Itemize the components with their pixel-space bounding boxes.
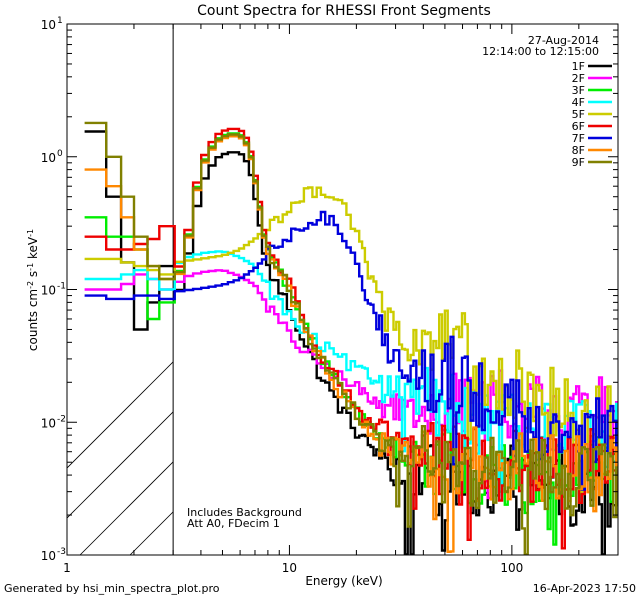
legend-label-7F: 7F [572,132,585,145]
legend-label-8F: 8F [572,144,585,157]
y-tick-label: 10 [41,416,56,430]
chart-title: Count Spectra for RHESSI Front Segments [197,3,491,19]
series-line-5F [84,186,618,494]
x-tick-label: 10 [282,561,297,575]
footer-timestamp: 16-Apr-2023 17:50 [532,582,636,595]
legend-label-3F: 3F [572,84,585,97]
legend-label-1F: 1F [572,60,585,73]
x-axis-label: Energy (keV) [305,574,382,588]
y-tick-label: 10 [41,284,56,298]
info-time-range: 12:14:00 to 12:15:00 [482,45,599,58]
legend-label-9F: 9F [572,156,585,169]
legend-label-4F: 4F [572,96,585,109]
y-tick-label: 10 [41,18,56,32]
y-tick-exponent: -3 [57,547,66,557]
hatch-line [630,24,640,555]
series-line-7F [84,210,618,491]
x-tick-label: 100 [500,561,523,575]
note-line: Att A0, FDecim 1 [187,517,280,530]
y-tick-exponent: 1 [57,16,63,26]
y-axis-label: counts cm-2 s-1 keV-1 [26,229,41,351]
series-line-9F [84,121,618,555]
legend-label-5F: 5F [572,108,585,121]
y-tick-exponent: 0 [57,149,63,159]
y-tick-label: 10 [41,151,56,165]
note-line: Includes Background [187,506,302,519]
series-layer [84,121,618,555]
legend-label-6F: 6F [572,120,585,133]
x-tick-label: 1 [63,561,71,575]
info-date: 27-Aug-2014 [528,34,599,47]
y-tick-exponent: -1 [57,282,66,292]
footer-generator: Generated by hsi_min_spectra_plot.pro [4,582,220,595]
y-tick-label: 10 [41,549,56,563]
legend-label-2F: 2F [572,72,585,85]
y-tick-exponent: -2 [57,414,66,424]
